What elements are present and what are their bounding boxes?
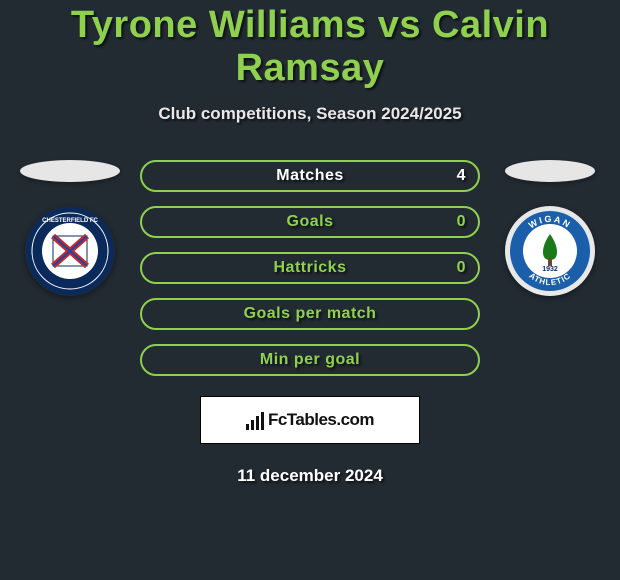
branding-bars-icon [246,410,264,430]
left-player-column: CHESTERFIELD FC [20,160,120,296]
stat-label: Matches [276,167,344,185]
stat-label: Goals [287,213,334,231]
right-club-badge: 1932 WIGAN ATHLETIC [505,206,595,296]
right-player-column: 1932 WIGAN ATHLETIC [500,160,600,296]
stat-pill: Goals per match [140,298,480,330]
stat-value: 0 [457,213,466,231]
date-text: 11 december 2024 [0,466,620,486]
stat-value: 4 [457,167,466,185]
left-club-badge: CHESTERFIELD FC [25,206,115,296]
page-subtitle: Club competitions, Season 2024/2025 [0,104,620,124]
stat-label: Min per goal [260,351,360,369]
chesterfield-badge-icon: CHESTERFIELD FC [25,206,115,296]
stat-pill: Min per goal [140,344,480,376]
page-title: Tyrone Williams vs Calvin Ramsay [0,0,620,90]
branding-text: FcTables.com [268,410,374,430]
comparison-layout: CHESTERFIELD FC Matches 4 Goals 0 Hattricks 0… [0,160,620,376]
left-player-avatar-placeholder [20,160,120,182]
branding-box: FcTables.com [200,396,420,444]
wigan-badge-icon: 1932 WIGAN ATHLETIC [505,206,595,296]
svg-text:CHESTERFIELD FC: CHESTERFIELD FC [42,218,98,224]
svg-text:1932: 1932 [542,266,558,273]
stat-label: Goals per match [244,305,377,323]
right-player-avatar-placeholder [505,160,595,182]
stat-value: 0 [457,259,466,277]
stat-label: Hattricks [274,259,347,277]
stat-pill: Goals 0 [140,206,480,238]
stats-column: Matches 4 Goals 0 Hattricks 0 Goals per match M… [140,160,480,376]
stat-pill: Matches 4 [140,160,480,192]
stat-pill: Hattricks 0 [140,252,480,284]
